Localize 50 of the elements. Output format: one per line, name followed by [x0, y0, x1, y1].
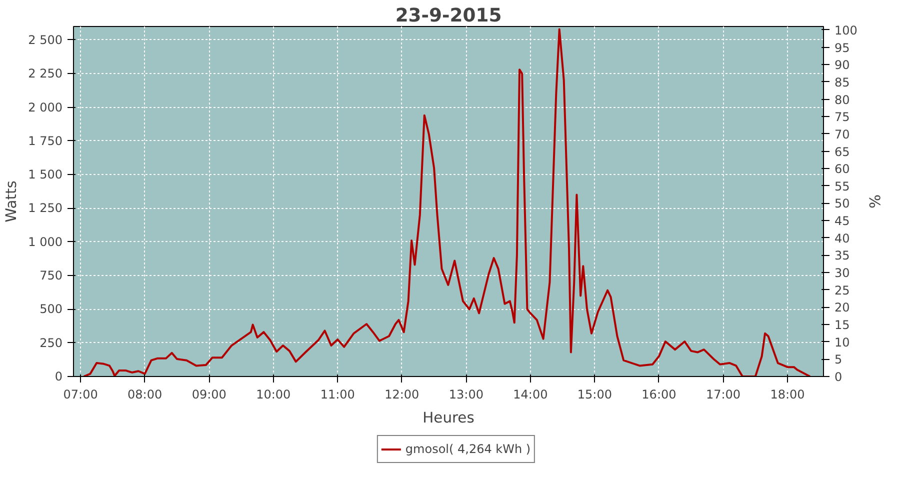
- y-tick-label: 1 500: [28, 168, 63, 182]
- y2-tick-label: 35: [834, 248, 850, 263]
- y2-tick-label: 5: [834, 352, 842, 367]
- x-tick-label: 07:00: [63, 388, 98, 402]
- y2-tick-label: 95: [834, 40, 850, 55]
- y2-axis-title: %: [865, 194, 882, 209]
- x-tick-label: 15:00: [577, 388, 612, 402]
- x-tick-label: 17:00: [706, 388, 741, 402]
- x-tick-label: 12:00: [384, 388, 420, 402]
- x-tick-label: 11:00: [320, 388, 355, 402]
- y2-tick-label: 0: [834, 370, 842, 384]
- y2-tick-label: 80: [834, 92, 850, 107]
- y2-tick-label: 50: [834, 196, 850, 211]
- y2-tick-label: 15: [834, 318, 850, 332]
- chart-title: 23-9-2015: [395, 6, 502, 26]
- y2-tick-label: 85: [834, 75, 850, 90]
- y-tick-label: 1 250: [28, 201, 63, 216]
- legend-label: gmosol( 4,264 kWh ): [405, 442, 531, 456]
- x-tick-label: 13:00: [448, 388, 484, 402]
- x-axis-title: Heures: [422, 410, 474, 426]
- y2-tick-label: 25: [834, 283, 850, 298]
- y-tick-label: 0: [54, 370, 63, 384]
- y2-tick-label: 20: [834, 300, 850, 315]
- x-tick-label: 18:00: [770, 388, 805, 402]
- y-axis-title: Watts: [3, 180, 20, 222]
- y2-tick-label: 90: [834, 58, 850, 72]
- y-tick-label: 2 500: [28, 32, 63, 47]
- x-tick-label: 09:00: [192, 388, 226, 402]
- x-tick-label: 08:00: [128, 388, 162, 402]
- y2-tick-label: 75: [834, 110, 850, 124]
- y-tick-label: 1 000: [28, 234, 63, 249]
- x-tick-label: 14:00: [513, 388, 548, 402]
- x-tick-label: 10:00: [256, 388, 291, 402]
- y-tick-label: 2 250: [28, 66, 63, 81]
- y-tick-label: 500: [40, 302, 62, 316]
- y2-tick-label: 60: [834, 162, 850, 176]
- y2-tick-label: 65: [834, 144, 850, 159]
- y2-tick-label: 30: [834, 266, 850, 280]
- y2-tick-label: 40: [834, 231, 850, 246]
- y2-tick-label: 45: [834, 214, 850, 228]
- y2-tick-label: 10: [834, 335, 850, 350]
- y-tick-label: 2 000: [28, 100, 63, 114]
- y-tick-label: 1 750: [28, 134, 63, 148]
- y2-tick-label: 55: [834, 179, 850, 194]
- y2-tick-label: 70: [834, 127, 850, 142]
- y-tick-label: 250: [40, 336, 62, 350]
- x-tick-label: 16:00: [642, 388, 676, 402]
- line-series: [82, 28, 812, 376]
- y-tick-label: 750: [40, 268, 62, 283]
- y2-tick-label: 100: [834, 23, 858, 38]
